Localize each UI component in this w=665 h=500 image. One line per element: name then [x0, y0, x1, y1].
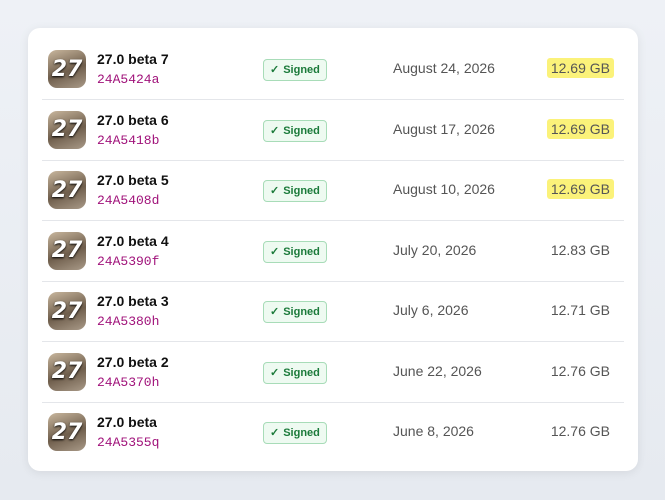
row-separator	[42, 99, 624, 100]
file-size: 12.76 GB	[550, 423, 610, 439]
release-date: July 20, 2026	[393, 241, 477, 258]
check-icon: ✓	[270, 185, 280, 197]
row-separator	[42, 401, 624, 403]
release-date: June 22, 2026	[393, 362, 482, 379]
file-size: 12.71 GB	[550, 302, 610, 318]
release-icon: 27	[48, 231, 86, 270]
build-number: 24A5418b	[97, 132, 160, 148]
file-size: 12.83 GB	[550, 241, 610, 258]
release-icon: 27	[48, 171, 86, 209]
signed-badge: ✓ Signed	[263, 119, 327, 142]
status-label: Signed	[283, 245, 320, 258]
signed-badge: ✓ Signed	[263, 59, 327, 81]
file-size: 12.76 GB	[550, 362, 610, 379]
release-date: August 17, 2026	[393, 120, 495, 137]
release-row[interactable]: 27 27.0 beta 4 24A5390f ✓ Signed July 20, 202…	[42, 221, 624, 281]
check-icon: ✓	[270, 124, 280, 137]
status-label: Signed	[283, 124, 320, 137]
release-name: 27.0 beta 4	[97, 232, 169, 249]
row-separator	[42, 220, 624, 221]
release-name: 27.0 beta 5	[97, 172, 169, 188]
release-date: August 24, 2026	[393, 60, 495, 76]
release-icon: 27	[48, 352, 86, 391]
signed-badge: ✓ Signed	[263, 361, 327, 384]
check-icon: ✓	[270, 427, 280, 439]
release-name: 27.0 beta 7	[97, 51, 169, 67]
release-date: June 8, 2026	[393, 423, 474, 439]
release-name: 27.0 beta 2	[97, 353, 169, 370]
check-icon: ✓	[270, 64, 280, 76]
release-icon: 27	[48, 50, 86, 88]
status-label: Signed	[283, 366, 320, 379]
release-name: 27.0 beta 3	[97, 293, 169, 309]
file-size: 12.69 GB	[546, 179, 614, 199]
release-row[interactable]: 27 27.0 beta 7 24A5424a ✓ Signed August 24, 2…	[42, 39, 624, 99]
build-number: 24A5424a	[97, 72, 160, 87]
build-number: 24A5355q	[97, 435, 160, 450]
build-number: 24A5390f	[97, 253, 160, 269]
file-size: 12.69 GB	[546, 58, 614, 78]
build-number: 24A5370h	[97, 374, 160, 390]
build-number: 24A5380h	[97, 314, 160, 329]
release-row[interactable]: 27 27.0 beta 3 24A5380h ✓ Signed July 6, 2026…	[42, 281, 624, 341]
row-separator	[42, 280, 624, 282]
release-date: July 6, 2026	[393, 302, 469, 318]
signed-badge: ✓ Signed	[263, 180, 327, 202]
signed-badge: ✓ Signed	[263, 240, 327, 263]
release-name: 27.0 beta	[97, 414, 157, 430]
build-number: 24A5408d	[97, 193, 160, 208]
check-icon: ✓	[270, 366, 280, 379]
check-icon: ✓	[270, 306, 280, 318]
release-row[interactable]: 27 27.0 beta 24A5355q ✓ Signed June 8, 2026 12…	[42, 402, 624, 462]
status-label: Signed	[283, 185, 320, 197]
release-row[interactable]: 27 27.0 beta 5 24A5408d ✓ Signed August 10, 2…	[42, 160, 624, 220]
release-name: 27.0 beta 6	[97, 111, 169, 128]
status-label: Signed	[283, 427, 320, 439]
status-label: Signed	[283, 64, 320, 76]
row-separator	[42, 159, 624, 161]
release-row[interactable]: 27 27.0 beta 2 24A5370h ✓ Signed June 22, 202…	[42, 342, 624, 402]
release-row[interactable]: 27 27.0 beta 6 24A5418b ✓ Signed August 17, 2…	[42, 100, 624, 160]
release-icon: 27	[48, 292, 86, 330]
signed-badge: ✓ Signed	[263, 301, 327, 323]
file-size: 12.69 GB	[546, 118, 614, 139]
release-date: August 10, 2026	[393, 181, 495, 197]
release-icon: 27	[48, 110, 86, 149]
check-icon: ✓	[270, 245, 280, 258]
status-label: Signed	[283, 306, 320, 318]
row-separator	[42, 341, 624, 342]
release-card: 27 27.0 beta 7 24A5424a ✓ Signed August 24, 2…	[28, 28, 638, 471]
release-icon: 27	[48, 413, 86, 451]
signed-badge: ✓ Signed	[263, 422, 327, 444]
